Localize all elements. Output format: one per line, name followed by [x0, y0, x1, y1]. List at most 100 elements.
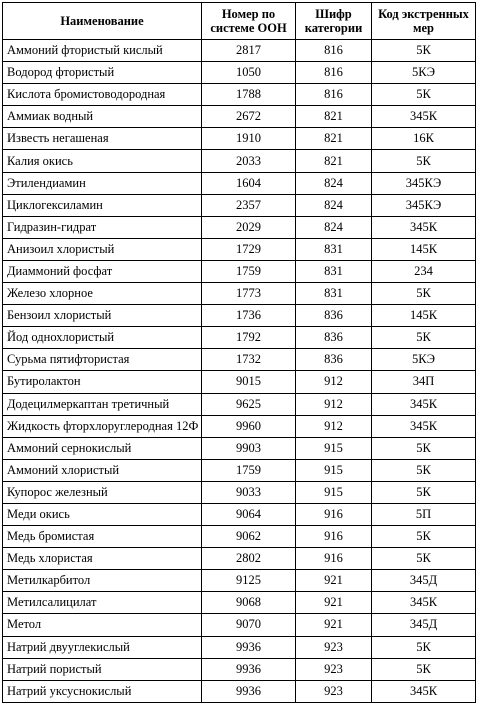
cell-emergency-code: 5К — [371, 458, 476, 482]
cell-emergency-code: 5КЭ — [371, 61, 476, 85]
cell-category: 921 — [295, 591, 372, 615]
cell-name: Сурьма пятифтористая — [2, 348, 202, 372]
table-row: Натрий двууглекислый 9936 923 5К — [2, 635, 476, 659]
cell-un-number: 2802 — [201, 547, 296, 571]
cell-emergency-code: 345КЭ — [371, 193, 476, 217]
table-row: Меди окись 9064 916 5П — [2, 502, 476, 527]
table-row: Железо хлорное 1773 831 5К — [2, 282, 476, 306]
cell-category: 916 — [295, 547, 372, 571]
cell-un-number: 9068 — [201, 591, 296, 615]
table-row: Натрий уксуснокислый 9936 923 345К — [2, 679, 476, 703]
cell-un-number: 2357 — [201, 193, 296, 217]
cell-emergency-code: 345К — [371, 392, 476, 416]
table-row: Додецилмеркаптан третичный 9625 912 345К — [2, 392, 476, 416]
cell-un-number: 1736 — [201, 304, 296, 328]
cell-un-number: 1788 — [201, 83, 296, 107]
table-row: Сурьма пятифтористая 1732 836 5КЭ — [2, 348, 476, 372]
cell-name: Додецилмеркаптан третичный — [2, 392, 202, 416]
cell-category: 836 — [295, 326, 372, 350]
cell-name: Кислота бромистоводородная — [2, 83, 202, 107]
cell-un-number: 1729 — [201, 237, 296, 261]
cell-emergency-code: 345К — [371, 414, 476, 438]
cell-name: Аммоний сернокислый — [2, 436, 202, 460]
cell-category: 831 — [295, 259, 372, 284]
cell-category: 836 — [295, 304, 372, 328]
cell-emergency-code: 5К — [371, 635, 476, 659]
cell-name: Жидкость фторхлоруглеродная 12Ф — [2, 414, 202, 438]
cell-emergency-code: 5П — [371, 502, 476, 527]
cell-category: 912 — [295, 414, 372, 438]
cell-name: Диаммоний фосфат — [2, 259, 202, 284]
cell-name: Железо хлорное — [2, 282, 202, 306]
table-row: Известь негашеная 1910 821 16К — [2, 127, 476, 151]
cell-emergency-code: 345КЭ — [371, 171, 476, 195]
cell-emergency-code: 16К — [371, 127, 476, 151]
table-row: Водород фтористый 1050 816 5КЭ — [2, 61, 476, 85]
table-header: Наименование Номер по системе ООН Шифр к… — [2, 2, 476, 40]
cell-un-number: 9033 — [201, 480, 296, 504]
table-row: Анизоил хлористый 1729 831 145К — [2, 237, 476, 261]
header-category: Шифр категории — [295, 2, 372, 40]
header-emergency-code: Код экстренных мер — [371, 2, 476, 40]
cell-emergency-code: 5К — [371, 480, 476, 504]
cell-category: 916 — [295, 525, 372, 549]
cell-un-number: 9015 — [201, 370, 296, 394]
cell-name: Натрий уксуснокислый — [2, 679, 202, 703]
table-row: Этилендиамин 1604 824 345КЭ — [2, 171, 476, 195]
cell-emergency-code: 145К — [371, 237, 476, 261]
table-row: Метол 9070 921 345Д — [2, 613, 476, 637]
cell-name: Бутиролактон — [2, 370, 202, 394]
cell-category: 821 — [295, 149, 372, 173]
cell-un-number: 1604 — [201, 171, 296, 195]
cell-name: Анизоил хлористый — [2, 237, 202, 261]
cell-emergency-code: 345К — [371, 679, 476, 703]
cell-un-number: 1759 — [201, 259, 296, 284]
cell-name: Калия окись — [2, 149, 202, 173]
cell-category: 836 — [295, 348, 372, 372]
cell-un-number: 9125 — [201, 569, 296, 593]
table-row: Кислота бромистоводородная 1788 816 5К — [2, 83, 476, 107]
cell-category: 824 — [295, 171, 372, 195]
table-row: Метилкарбитол 9125 921 345Д — [2, 569, 476, 593]
header-name: Наименование — [2, 2, 202, 40]
cell-emergency-code: 345К — [371, 105, 476, 129]
cell-emergency-code: 34П — [371, 370, 476, 394]
cell-emergency-code: 234 — [371, 259, 476, 284]
cell-name: Метилсалицилат — [2, 591, 202, 615]
cell-un-number: 9070 — [201, 613, 296, 637]
cell-name: Аммоний хлористый — [2, 458, 202, 482]
cell-name: Натрий пористый — [2, 657, 202, 681]
cell-emergency-code: 5К — [371, 657, 476, 681]
cell-name: Бензоил хлористый — [2, 304, 202, 328]
table-row: Циклогексиламин 2357 824 345КЭ — [2, 193, 476, 217]
table-row: Натрий пористый 9936 923 5К — [2, 657, 476, 681]
table-row: Аммиак водный 2672 821 345К — [2, 105, 476, 129]
cell-emergency-code: 5КЭ — [371, 348, 476, 372]
cell-emergency-code: 5К — [371, 38, 476, 63]
cell-name: Натрий двууглекислый — [2, 635, 202, 659]
cell-un-number: 9936 — [201, 657, 296, 681]
cell-emergency-code: 345Д — [371, 569, 476, 593]
table-row: Аммоний сернокислый 9903 915 5К — [2, 436, 476, 460]
table-row: Диаммоний фосфат 1759 831 234 — [2, 259, 476, 284]
table-row: Йод однохлористый 1792 836 5К — [2, 326, 476, 350]
cell-un-number: 9625 — [201, 392, 296, 416]
cell-category: 923 — [295, 635, 372, 659]
cell-emergency-code: 5К — [371, 547, 476, 571]
cell-category: 921 — [295, 613, 372, 637]
cell-name: Меди окись — [2, 502, 202, 527]
cell-un-number: 1732 — [201, 348, 296, 372]
cell-category: 921 — [295, 569, 372, 593]
cell-emergency-code: 345Д — [371, 613, 476, 637]
cell-category: 816 — [295, 61, 372, 85]
cell-name: Гидразин-гидрат — [2, 215, 202, 239]
cell-un-number: 9062 — [201, 525, 296, 549]
table-row: Медь хлористая 2802 916 5К — [2, 547, 476, 571]
cell-category: 912 — [295, 370, 372, 394]
cell-emergency-code: 5К — [371, 525, 476, 549]
cell-name: Купорос железный — [2, 480, 202, 504]
table-row: Метилсалицилат 9068 921 345К — [2, 591, 476, 615]
header-un-number: Номер по системе ООН — [201, 2, 296, 40]
cell-name: Метилкарбитол — [2, 569, 202, 593]
table-row: Аммоний фтористый кислый 2817 816 5К — [2, 38, 476, 63]
